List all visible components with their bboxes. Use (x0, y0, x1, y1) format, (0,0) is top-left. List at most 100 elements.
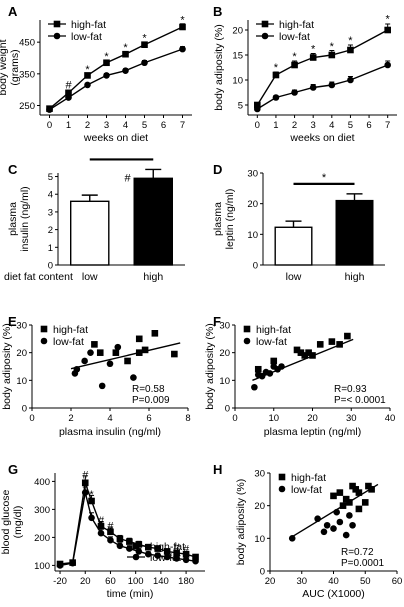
y-axis-label: body adiposity (%) (204, 323, 216, 409)
data-point-high-fat (254, 365, 262, 373)
legend-label: low-fat (150, 552, 181, 564)
data-point-high-fat (171, 350, 178, 358)
data-point-high-fat (103, 59, 110, 67)
significance-marker: # (98, 515, 105, 527)
data-point-high-fat (291, 61, 298, 69)
data-point-low-fat (126, 545, 133, 552)
data-point-high-fat (361, 499, 369, 506)
x-tick-label: 6 (146, 413, 151, 424)
y-axis-label: plasma (212, 202, 224, 236)
y-axis-label: plasma (7, 202, 19, 236)
legend-label: low-fat (256, 336, 287, 348)
data-point-low-fat (141, 59, 148, 67)
legend-label: high-fat (279, 19, 314, 31)
significance-marker: * (123, 42, 128, 54)
x-tick-label: 3 (311, 120, 316, 131)
data-point-low-fat (272, 94, 280, 101)
x-tick-label: 1 (273, 120, 278, 131)
data-point-low-fat (97, 529, 105, 537)
data-point-low-fat (258, 372, 266, 380)
data-point-low-fat (106, 360, 114, 368)
data-point-low-fat (116, 542, 124, 550)
data-point-low-fat (314, 515, 321, 523)
legend-label: high-fat (71, 19, 106, 31)
data-point-low-fat (163, 553, 171, 561)
significance-marker: # (107, 521, 114, 533)
x-tick-label: 6 (366, 120, 371, 131)
y-tick-label: 3 (48, 207, 53, 218)
x-tick-label: 0 (232, 413, 237, 424)
x-tick-label: -20 (53, 576, 67, 587)
data-point-high-fat (301, 352, 309, 359)
x-tick-label: 3 (104, 120, 109, 131)
x-tick-label: 2 (292, 120, 297, 131)
y-tick-label: 5 (48, 172, 53, 183)
category-label: high (345, 271, 365, 283)
legend-label: low-fat (279, 31, 310, 43)
data-point-high-fat (96, 349, 104, 356)
data-point-high-fat (173, 549, 180, 557)
y-axis-label: body adiposity (%) (235, 479, 247, 565)
x-tick-label: 0 (255, 120, 260, 131)
x-tick-label: 40 (385, 413, 396, 424)
data-point-high-fat (88, 497, 95, 505)
stat-text: R=0.93 (334, 384, 367, 395)
y-tick-label: 30 (247, 169, 258, 180)
data-point-low-fat (182, 556, 190, 564)
data-point-high-fat (309, 54, 317, 61)
data-point-high-fat (355, 489, 363, 496)
y-tick-label: 250 (19, 101, 35, 112)
x-tick-label: 50 (360, 576, 371, 587)
data-point-high-fat (116, 535, 124, 543)
y-tick-label: 20 (219, 348, 230, 359)
y-axis-label: body adiposity (%) (1, 323, 13, 409)
data-point-high-fat (124, 357, 131, 365)
data-point-high-fat (355, 505, 363, 513)
x-axis-label: plasma insulin (ng/ml) (59, 426, 161, 438)
data-point-high-fat (368, 486, 375, 493)
bar-low (69, 200, 110, 266)
data-point-low-fat (320, 528, 328, 536)
x-tick-label: 40 (328, 576, 339, 587)
stat-text: P=< 0.0001 (334, 395, 386, 406)
significance-marker: * (330, 41, 335, 53)
y-axis-label: blood glucose (0, 489, 12, 554)
significance-marker: * (322, 172, 327, 184)
data-point-low-fat (346, 512, 353, 519)
panel-label: B (213, 4, 222, 19)
data-point-high-fat (112, 349, 120, 356)
data-point-high-fat (293, 346, 301, 354)
y-tick-label: 10 (232, 76, 243, 87)
x-tick-label: 0 (29, 413, 34, 424)
y-tick-label: 20 (232, 26, 243, 37)
y-tick-label: 15 (232, 51, 243, 62)
data-point-low-fat (330, 525, 337, 532)
significance-marker: * (85, 64, 90, 76)
y-tick-label: 10 (254, 534, 265, 545)
x-tick-label: 20 (265, 576, 276, 587)
legend-label: low-fat (291, 484, 322, 496)
x-axis-label: plasma leptin (ng/ml) (264, 426, 361, 438)
y-tick-label: 10 (16, 376, 27, 387)
data-point-low-fat (154, 552, 162, 559)
data-point-high-fat (270, 357, 278, 365)
data-point-high-fat (309, 352, 316, 359)
legend-marker (261, 20, 269, 28)
x-tick-label: 4 (123, 120, 128, 131)
data-point-low-fat (192, 557, 199, 565)
y-axis-label: insulin (ng/ml) (19, 186, 31, 251)
data-point-low-fat (130, 374, 137, 381)
x-tick-label: 60 (105, 576, 116, 587)
data-point-high-fat (97, 522, 105, 530)
data-point-low-fat (87, 349, 94, 356)
x-tick-label: 20 (307, 413, 318, 424)
x-tick-label: 60 (392, 576, 403, 587)
panel-label: A (8, 4, 18, 19)
data-point-low-fat (266, 370, 274, 377)
data-point-low-fat (347, 76, 354, 84)
data-point-low-fat (291, 89, 298, 96)
y-tick-label: 20 (16, 348, 27, 359)
y-tick-label: 450 (19, 38, 35, 49)
data-point-low-fat (114, 343, 122, 351)
